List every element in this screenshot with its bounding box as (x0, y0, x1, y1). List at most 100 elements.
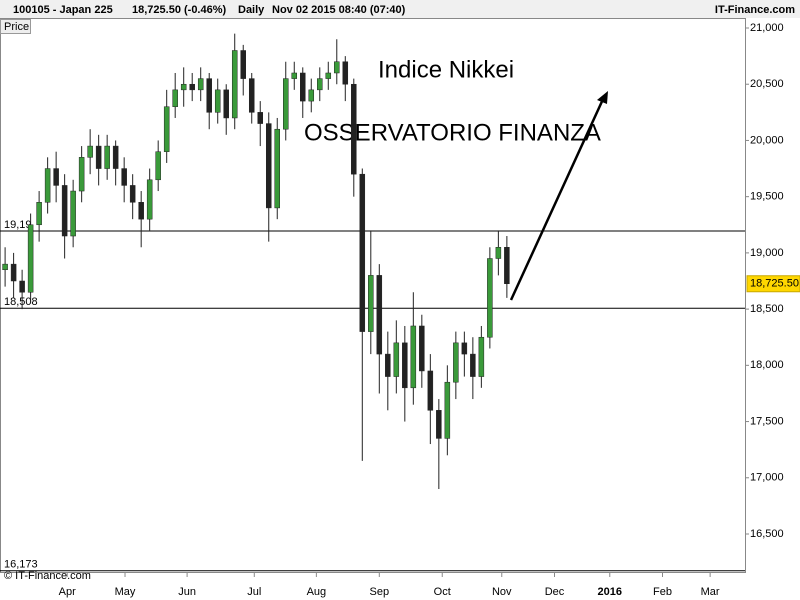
plot-frame (0, 18, 746, 573)
time: Nov 02 2015 08:40 (07:40) (272, 4, 406, 16)
candle-body (291, 72, 298, 79)
candle-body (274, 128, 280, 209)
candle-body (402, 342, 408, 389)
candle-body (223, 89, 229, 119)
quote: 18,725.50 (-0.46%) (132, 4, 227, 16)
candle-body (248, 78, 255, 113)
candle-body (104, 145, 110, 169)
candle-body (265, 123, 272, 209)
candle-body (487, 258, 493, 338)
candle-body (342, 61, 349, 85)
candle-body (385, 353, 391, 377)
candle-body (87, 145, 93, 158)
header-bar (0, 0, 800, 18)
x-tick-label: May (115, 586, 136, 598)
y-tick-label: 20,000 (750, 134, 784, 146)
candle-body (78, 157, 85, 192)
candle-body (231, 50, 238, 119)
candle-body (197, 78, 204, 91)
x-tick-label: Aug (307, 586, 327, 598)
x-tick-label: Mar (701, 586, 720, 598)
candle-body (470, 353, 476, 377)
candle-body (70, 190, 76, 237)
y-tick-label: 19,000 (750, 247, 784, 259)
candle-body (129, 185, 136, 203)
x-tick-label: Apr (59, 586, 76, 598)
candle-body (61, 185, 68, 237)
y-tick-label: 17,000 (750, 472, 784, 484)
candle-body (359, 173, 366, 332)
candle-body (36, 202, 42, 226)
candle-body (308, 89, 315, 102)
candle-body (163, 106, 170, 152)
annotation: OSSERVATORIO FINANZA (304, 119, 601, 146)
y-tick-label: 17,500 (750, 415, 784, 427)
candle-body (155, 151, 161, 181)
candle-body (461, 342, 468, 355)
candle-body (334, 61, 340, 74)
y-tick-label: 16,500 (750, 528, 784, 540)
x-tick-label: 2016 (598, 586, 622, 598)
candle-body (436, 410, 442, 439)
candle-body (44, 168, 51, 203)
candle-body (206, 78, 212, 113)
x-tick-label: Feb (653, 586, 672, 598)
candle-body (53, 168, 59, 186)
annotation: Indice Nikkei (378, 56, 514, 83)
candle-body (368, 275, 374, 332)
y-tick-label: 18,500 (750, 303, 784, 315)
x-tick-label: Nov (492, 586, 512, 598)
x-tick-label: Sep (370, 586, 390, 598)
axis-title-box (0, 19, 31, 34)
y-tick-label: 20,500 (750, 78, 784, 90)
candle-body (495, 247, 502, 259)
candle-body (478, 336, 485, 377)
symbol: 100105 - Japan 225 (13, 4, 113, 16)
y-tick-label: 21,000 (750, 22, 784, 34)
arrow-head (597, 91, 608, 104)
candle-body (180, 83, 187, 91)
last-price-box (746, 275, 800, 293)
horizontal-line-label: 16,173 (4, 559, 38, 571)
last-price-label: 18,725.50 (750, 278, 799, 290)
candle-body (27, 224, 34, 293)
arrow-line (509, 96, 606, 301)
candle-body (504, 247, 510, 285)
candle-body (95, 145, 102, 169)
candle-body (444, 381, 451, 439)
y-tick-label: 18,000 (750, 359, 784, 371)
candle-body (189, 83, 195, 91)
candle-body (10, 263, 17, 282)
axis-title: Price (4, 21, 29, 33)
candle-body (317, 78, 323, 91)
candle-body (419, 325, 425, 372)
candle-body (410, 325, 417, 389)
candle-body (393, 342, 400, 377)
x-tick-label: Dec (545, 586, 565, 598)
horizontal-line-label: 18,508 (4, 296, 38, 308)
candle-body (19, 280, 25, 293)
x-tick-label: Oct (434, 586, 451, 598)
footer: © IT-Finance.com (4, 570, 91, 582)
candle-body (2, 263, 8, 271)
candle-body (453, 342, 459, 383)
candle-body (146, 179, 153, 220)
candle-body (214, 89, 221, 113)
candle-body (257, 112, 263, 124)
brand: IT-Finance.com (715, 4, 795, 16)
candle-body (112, 145, 119, 169)
candle-body (427, 370, 434, 411)
candle-body (376, 275, 383, 355)
candle-body (240, 50, 246, 79)
candle-body (325, 72, 332, 79)
candle-body (300, 72, 306, 102)
x-tick-label: Jun (178, 586, 196, 598)
x-tick-label: Jul (247, 586, 261, 598)
y-tick-label: 19,500 (750, 191, 784, 203)
period: Daily (238, 4, 265, 16)
candle-body (172, 89, 178, 107)
candle-body (121, 168, 127, 186)
candle-body (138, 202, 144, 220)
